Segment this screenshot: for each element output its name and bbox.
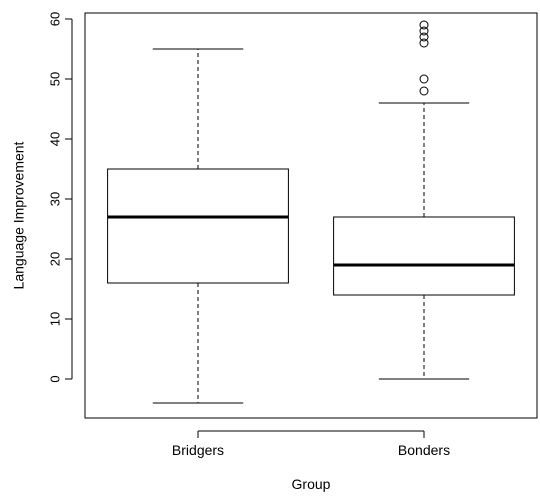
outlier-point [419,86,429,96]
iqr-box [107,168,289,284]
y-axis: 0 10 20 30 40 50 60 [47,12,73,383]
iqr-box [333,216,515,296]
y-tick-label: 0 [47,375,62,382]
y-tick-label: 20 [47,252,62,266]
outlier-point [419,38,429,48]
y-tick-label: 60 [47,12,62,26]
y-tick-label: 30 [47,192,62,206]
x-tick-label: Bonders [398,442,450,458]
outlier-point [419,26,429,36]
box-group-bonders [333,20,515,380]
x-axis-label: Group [292,476,331,492]
box-group-bridgers [107,48,289,404]
boxes [107,20,515,404]
x-tick-label: Bridgers [172,442,224,458]
outlier-point [419,32,429,42]
plot-frame [84,12,538,419]
outlier-point [419,74,429,84]
y-tick-label: 10 [47,312,62,326]
outlier-point [419,20,429,30]
x-axis: Bridgers Bonders [172,430,450,458]
y-tick-label: 50 [47,72,62,86]
y-tick-label: 40 [47,132,62,146]
y-axis-label: Language Improvement [11,141,27,289]
